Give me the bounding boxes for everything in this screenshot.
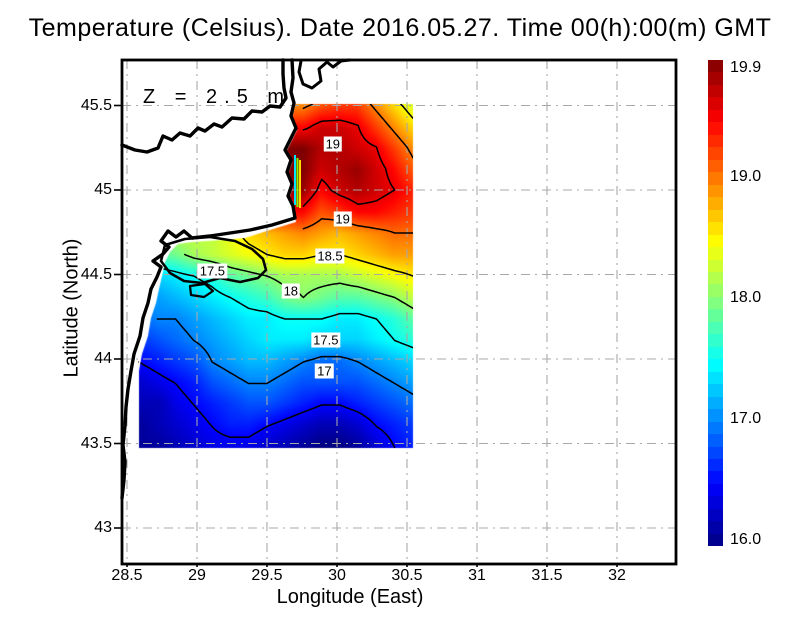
colorbar-segment	[708, 359, 723, 372]
y-tick-label: 43.5	[80, 434, 112, 452]
colorbar-segment	[708, 222, 723, 235]
colorbar-tick-label: 18.0	[730, 288, 762, 306]
colorbar-segment	[708, 184, 723, 198]
colorbar-segment	[708, 483, 723, 497]
colorbar-tick-label: 16.0	[730, 530, 762, 548]
contour-label: 17	[315, 363, 334, 379]
y-tick-label: 44	[94, 350, 112, 367]
colorbar-segment	[708, 309, 723, 322]
colorbar-segment	[708, 172, 723, 185]
colorbar-segment	[708, 421, 723, 435]
colorbar-segment	[708, 446, 723, 459]
colorbar-segment	[708, 471, 723, 484]
y-tick-label: 43	[94, 519, 112, 536]
colorbar-segment	[708, 434, 723, 447]
colorbar-tick-label: 19.9	[730, 59, 762, 76]
axis-ticks	[114, 104, 618, 567]
x-tick-label: 29.5	[251, 567, 283, 584]
x-tick-label: 29	[188, 567, 206, 584]
colorbar-segment	[708, 134, 723, 148]
coastline	[120, 58, 352, 500]
y-tick-label: 44.5	[80, 265, 112, 283]
colorbar-segment	[708, 371, 723, 385]
y-tick-label: 45.5	[80, 96, 112, 114]
colorbar-segment	[708, 284, 723, 297]
colorbar-segment	[708, 209, 723, 223]
colorbar-segment	[708, 271, 723, 285]
x-tick-label: 30	[328, 567, 346, 584]
contour-label: 18	[281, 283, 301, 299]
colorbar-segment	[708, 234, 723, 248]
x-tick-label: 28.5	[111, 567, 143, 584]
colorbar-segment	[708, 459, 723, 472]
colorbar-segment	[708, 321, 723, 335]
colorbar-segment	[708, 334, 723, 347]
colorbar-segment	[708, 197, 723, 210]
contour-label: 17.5	[311, 332, 341, 348]
colorbar-segment	[708, 60, 723, 73]
x-tick-label: 30.5	[391, 567, 423, 584]
contour-label: 19	[323, 136, 343, 152]
colorbar-segment	[708, 384, 723, 397]
colorbar-segment	[708, 508, 723, 522]
colorbar-segment	[708, 72, 723, 85]
colorbar-segment	[708, 346, 723, 360]
x-tick-label: 31	[468, 567, 486, 584]
colorbar-segment	[708, 122, 723, 135]
colorbar-segment	[708, 259, 723, 272]
colorbar-segment	[708, 296, 723, 310]
plot-frame	[120, 58, 678, 566]
colorbar-segment	[708, 247, 723, 260]
colorbar-segment	[708, 496, 723, 509]
colorbar-tick-label: 17.0	[730, 409, 762, 427]
gridlines	[122, 60, 676, 564]
y-tick-label: 45	[94, 181, 112, 198]
x-tick-label: 32	[608, 567, 626, 584]
colorbar-segment	[708, 396, 723, 410]
colorbar-segment	[708, 109, 723, 123]
colorbar-segment	[708, 159, 723, 173]
x-axis-label: Longitude (East)	[276, 586, 424, 608]
colorbar-segment	[708, 409, 723, 422]
colorbar-segment	[708, 97, 723, 110]
colorbar-segment	[708, 533, 723, 547]
colorbar-segment	[708, 521, 723, 534]
colorbar-segment	[708, 147, 723, 160]
colorbar-tick-label: 19.0	[730, 167, 762, 185]
contour-label: 17.5	[197, 263, 228, 279]
x-tick-label: 31.5	[531, 567, 563, 584]
colorbar	[708, 60, 723, 547]
contour-label: 18.5	[315, 248, 345, 264]
colorbar-segment	[708, 84, 723, 98]
contour-label: 19	[333, 211, 352, 227]
depth-annotation: Z = 2.5 m	[143, 86, 292, 108]
